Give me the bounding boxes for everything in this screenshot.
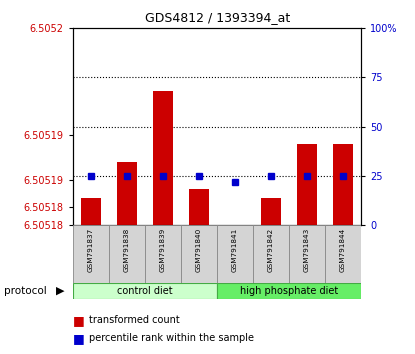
FancyBboxPatch shape [73, 225, 109, 283]
Bar [297, 144, 317, 225]
Text: GSM791844: GSM791844 [340, 228, 346, 272]
FancyBboxPatch shape [217, 225, 253, 283]
Text: GDS4812 / 1393394_at: GDS4812 / 1393394_at [145, 11, 290, 24]
Text: transformed count: transformed count [89, 315, 180, 325]
Text: GSM791838: GSM791838 [124, 228, 130, 272]
Text: percentile rank within the sample: percentile rank within the sample [89, 333, 254, 343]
Text: ■: ■ [73, 314, 84, 327]
Text: protocol: protocol [4, 286, 47, 296]
FancyBboxPatch shape [109, 225, 145, 283]
Text: GSM791842: GSM791842 [268, 228, 274, 272]
Text: GSM791839: GSM791839 [160, 228, 166, 272]
FancyBboxPatch shape [217, 283, 361, 299]
Bar [333, 144, 353, 225]
Bar [261, 198, 281, 225]
Text: ■: ■ [73, 332, 84, 344]
FancyBboxPatch shape [289, 225, 325, 283]
Bar [81, 198, 100, 225]
Text: GSM791841: GSM791841 [232, 228, 238, 272]
Text: high phosphate diet: high phosphate diet [240, 286, 338, 296]
Text: ▶: ▶ [56, 286, 64, 296]
Text: control diet: control diet [117, 286, 173, 296]
FancyBboxPatch shape [73, 283, 217, 299]
Bar [153, 91, 173, 225]
Bar [189, 189, 209, 225]
Text: GSM791837: GSM791837 [88, 228, 94, 272]
FancyBboxPatch shape [253, 225, 289, 283]
Text: GSM791840: GSM791840 [196, 228, 202, 272]
FancyBboxPatch shape [325, 225, 361, 283]
Text: GSM791843: GSM791843 [304, 228, 310, 272]
FancyBboxPatch shape [145, 225, 181, 283]
Bar [117, 162, 137, 225]
FancyBboxPatch shape [181, 225, 217, 283]
